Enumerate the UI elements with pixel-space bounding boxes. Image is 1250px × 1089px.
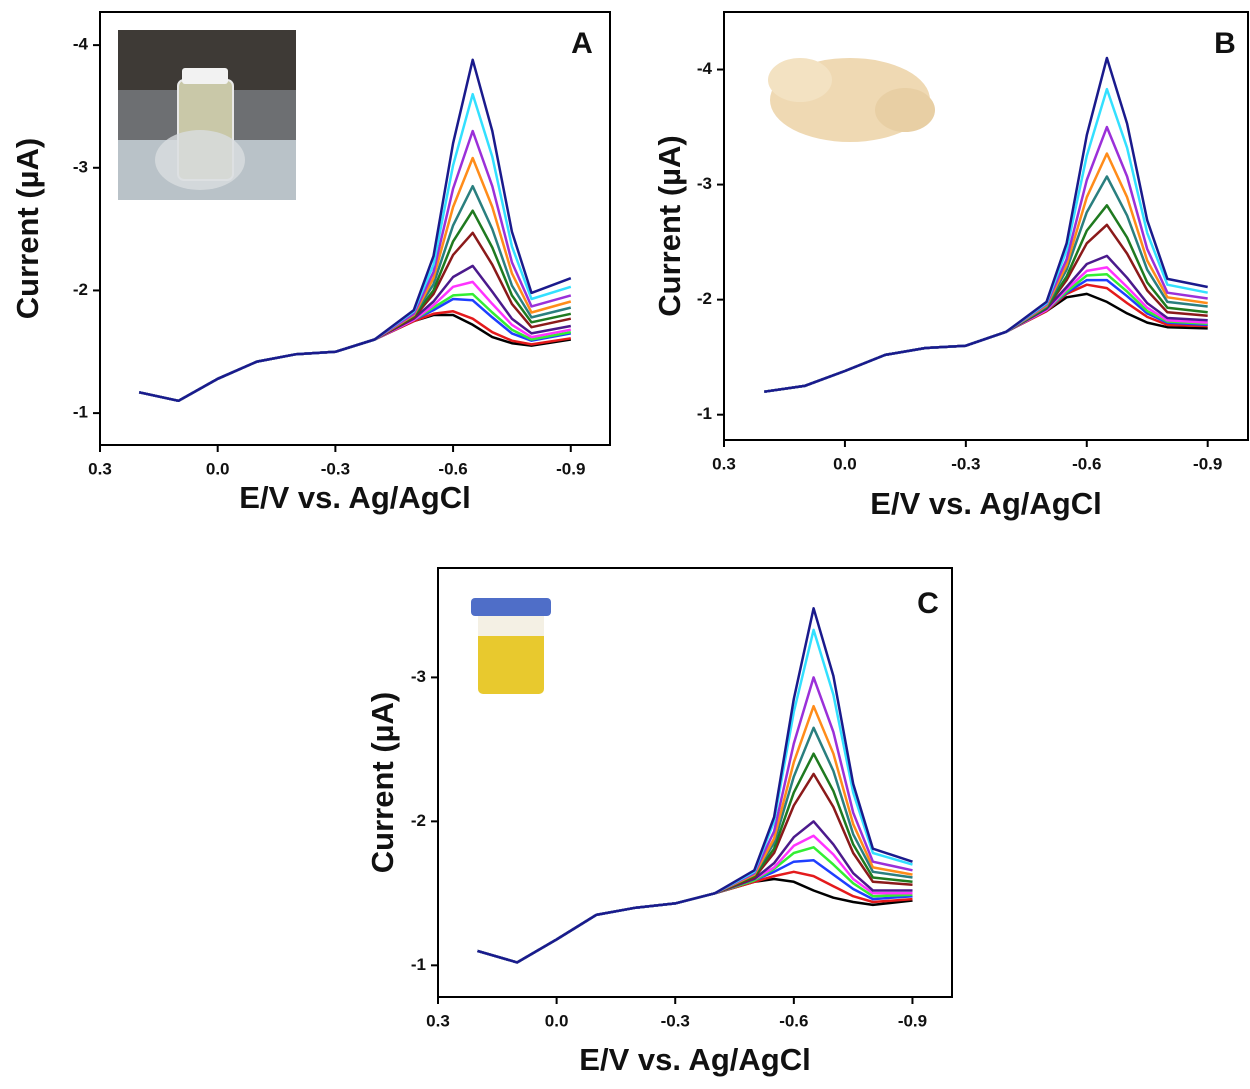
inset-chicken-photo bbox=[768, 58, 935, 142]
data-line bbox=[764, 256, 1207, 392]
figure: 0.3 0.0 -0.3 -0.6 -0.9 -1 -2 -3 -4 E/V vs. Ag/AgC… bbox=[0, 0, 1250, 1089]
panel-label: B bbox=[1214, 27, 1236, 60]
data-line bbox=[764, 205, 1207, 391]
data-line bbox=[764, 274, 1207, 391]
data-line bbox=[478, 879, 913, 962]
x-tick-label: -0.9 bbox=[556, 459, 585, 478]
x-tick-label: -0.9 bbox=[898, 1011, 927, 1030]
x-axis-title: E/V vs. Ag/AgCl bbox=[870, 486, 1101, 521]
y-tick-label: -4 bbox=[697, 59, 713, 78]
data-line bbox=[139, 266, 571, 401]
y-tick-label: -4 bbox=[73, 35, 89, 54]
x-axis-title: E/V vs. Ag/AgCl bbox=[579, 1042, 810, 1077]
x-tick-label: 0.3 bbox=[426, 1011, 450, 1030]
data-line bbox=[478, 677, 913, 962]
x-tick-label: -0.3 bbox=[321, 459, 350, 478]
y-tick-label: -3 bbox=[411, 667, 426, 686]
y-tick-label: -1 bbox=[411, 955, 426, 974]
data-line bbox=[764, 127, 1207, 392]
y-tick-label: -3 bbox=[697, 174, 712, 193]
panel-label: C bbox=[917, 587, 939, 620]
y-axis-title: Current (µA) bbox=[652, 135, 687, 316]
x-tick-label: -0.6 bbox=[1072, 454, 1101, 473]
x-tick-label: -0.9 bbox=[1193, 454, 1222, 473]
y-tick-label: -2 bbox=[697, 289, 712, 308]
x-tick-label: -0.3 bbox=[951, 454, 980, 473]
y-axis-title: Current (µA) bbox=[365, 692, 400, 873]
x-tick-label: -0.3 bbox=[661, 1011, 690, 1030]
inset-water-photo bbox=[118, 30, 296, 200]
x-tick-label: 0.0 bbox=[545, 1011, 569, 1030]
x-tick-label: 0.3 bbox=[712, 454, 736, 473]
y-tick-label: -2 bbox=[73, 280, 88, 299]
x-axis-title: E/V vs. Ag/AgCl bbox=[239, 480, 470, 515]
data-line bbox=[764, 267, 1207, 391]
x-tick-label: -0.6 bbox=[779, 1011, 808, 1030]
y-tick-label: -3 bbox=[73, 157, 88, 176]
x-tick-label: 0.0 bbox=[833, 454, 857, 473]
x-tick-label: 0.3 bbox=[88, 459, 112, 478]
y-tick-label: -2 bbox=[411, 811, 426, 830]
panel-label: A bbox=[571, 27, 593, 60]
y-tick-label: -1 bbox=[697, 404, 712, 423]
inset-urine-cup bbox=[471, 598, 551, 694]
y-axis-title: Current (µA) bbox=[10, 138, 45, 319]
x-tick-label: 0.0 bbox=[206, 459, 230, 478]
y-tick-label: -1 bbox=[73, 403, 88, 422]
x-tick-label: -0.6 bbox=[438, 459, 467, 478]
